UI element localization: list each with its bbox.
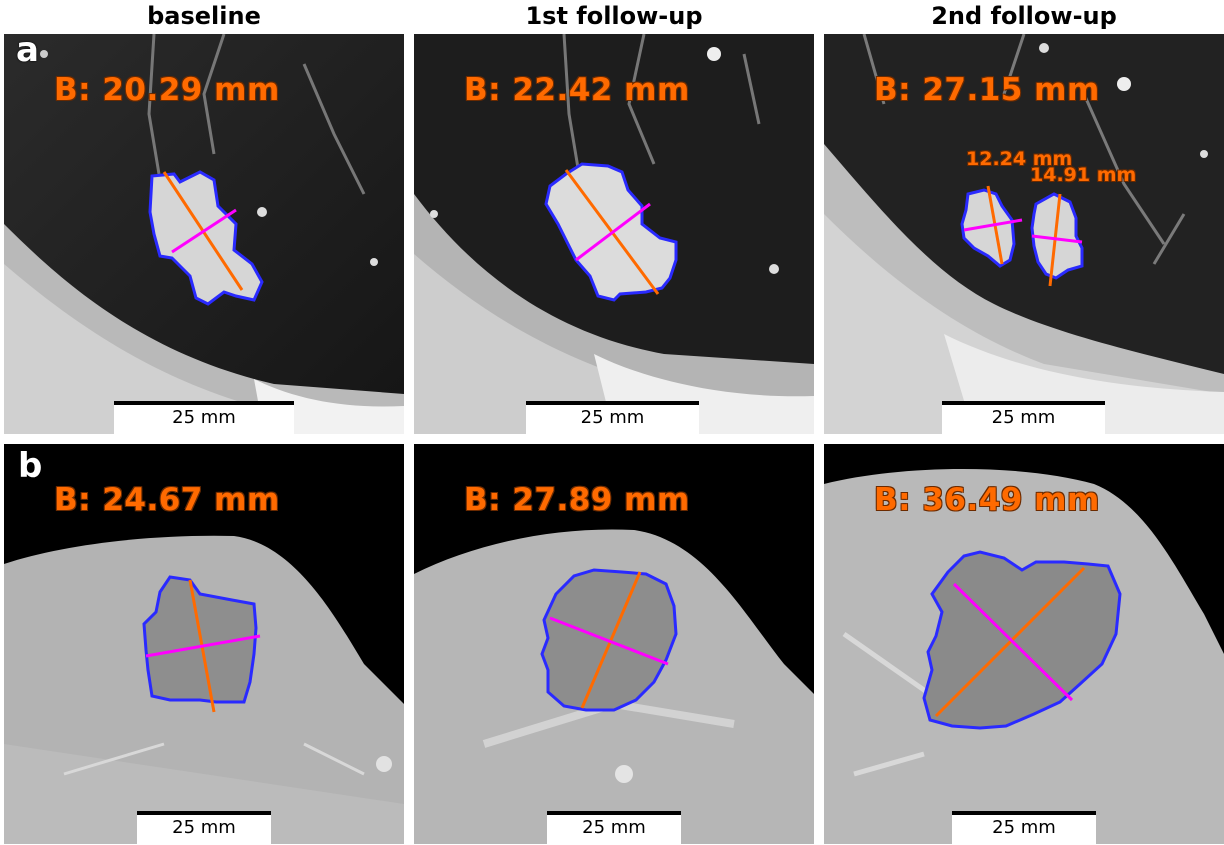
panel-a-first-followup: B: 22.42 mm 25 mm <box>414 34 814 434</box>
scale-bar-line <box>137 811 271 815</box>
measurement-label: B: 20.29 mm <box>54 72 280 108</box>
short-axis-line <box>549 616 669 666</box>
measurement-label: B: 22.42 mm <box>464 72 690 108</box>
scale-bar-line <box>942 401 1105 405</box>
panel-a-second-followup: B: 27.15 mm 12.24 mm 14.91 mm 25 mm <box>824 34 1224 434</box>
ct-image-b-baseline <box>4 444 404 844</box>
scale-bar: 25 mm <box>137 811 271 844</box>
ct-image-a-first-followup <box>414 34 814 434</box>
ct-image-b-second-followup <box>824 444 1224 844</box>
measurement-label: B: 27.89 mm <box>464 482 690 518</box>
measurement-label: B: 27.15 mm <box>874 72 1100 108</box>
column-title-baseline: baseline <box>147 2 261 30</box>
scale-bar: 25 mm <box>526 401 699 434</box>
scale-label: 25 mm <box>172 407 236 428</box>
short-axis-line <box>952 582 1074 702</box>
lesion-contour-left <box>960 188 1016 268</box>
scale-bar-line <box>952 811 1096 815</box>
scale-bar-line <box>526 401 699 405</box>
long-axis-line <box>580 571 642 709</box>
measurement-label-right: 14.91 mm <box>1030 164 1137 186</box>
measurement-label-left: 12.24 mm <box>966 148 1073 170</box>
scale-bar-line <box>547 811 681 815</box>
short-axis-line-right <box>1031 234 1083 244</box>
ct-image-a-second-followup <box>824 34 1224 434</box>
column-title-first-followup: 1st follow-up <box>525 2 703 30</box>
scale-label: 25 mm <box>991 407 1056 428</box>
scale-label: 25 mm <box>582 817 646 838</box>
scale-bar: 25 mm <box>547 811 681 844</box>
row-label-b: b <box>18 446 43 486</box>
scale-label: 25 mm <box>992 817 1056 838</box>
ct-image-b-first-followup <box>414 444 814 844</box>
panel-a-baseline: B: 20.29 mm 25 mm <box>4 34 404 434</box>
scale-bar: 25 mm <box>942 401 1105 434</box>
measurement-label: B: 24.67 mm <box>54 482 280 518</box>
measurement-label: B: 36.49 mm <box>874 482 1100 518</box>
scale-label: 25 mm <box>580 407 645 428</box>
lesion-contour-right <box>1030 192 1084 280</box>
short-axis-line <box>171 208 237 254</box>
scale-bar-line <box>114 401 294 405</box>
panel-b-second-followup: B: 36.49 mm 25 mm <box>824 444 1224 844</box>
scale-bar: 25 mm <box>952 811 1096 844</box>
panel-b-first-followup: B: 27.89 mm 25 mm <box>414 444 814 844</box>
ct-image-a-baseline <box>4 34 404 434</box>
short-axis-line <box>145 634 261 658</box>
panel-b-baseline: B: 24.67 mm 25 mm <box>4 444 404 844</box>
scale-bar: 25 mm <box>114 401 294 434</box>
short-axis-line-left <box>963 218 1023 232</box>
row-label-a: a <box>16 30 39 70</box>
short-axis-line <box>575 202 651 262</box>
column-title-second-followup: 2nd follow-up <box>931 2 1117 30</box>
long-axis-line <box>934 566 1086 718</box>
scale-label: 25 mm <box>172 817 236 838</box>
lesion-contour <box>922 550 1122 730</box>
